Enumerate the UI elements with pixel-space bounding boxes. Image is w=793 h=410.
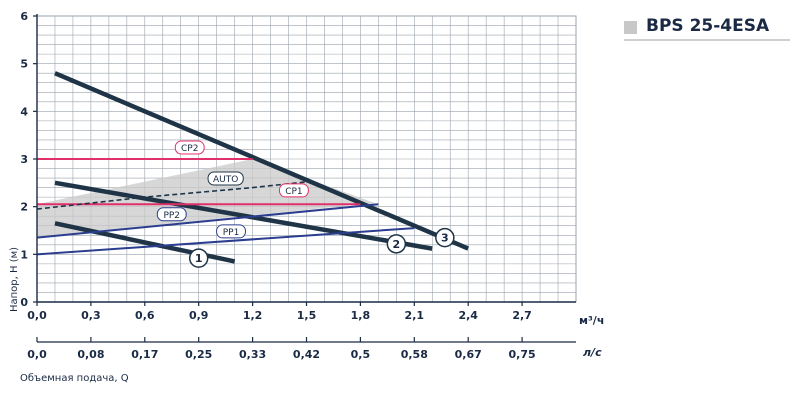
x2-tick-label: 0,75 bbox=[509, 348, 536, 361]
series-line-2 bbox=[54, 180, 433, 251]
model-title: BPS 25-4ESA bbox=[646, 16, 770, 36]
series-label-cp1: CP1 bbox=[285, 187, 302, 197]
x-tick-label: 0,6 bbox=[135, 309, 155, 322]
series-tag-cp2 bbox=[174, 140, 205, 155]
x-tick-label: 0,9 bbox=[189, 309, 209, 322]
series-line-pp1 bbox=[36, 227, 415, 256]
y-tick-label: 2 bbox=[20, 201, 28, 214]
y-axis-label: Напор, H (м) bbox=[9, 247, 20, 312]
series-label-pp2: PP2 bbox=[163, 211, 180, 221]
x-tick-label: 1,2 bbox=[243, 309, 263, 322]
x2-tick-label: 0,08 bbox=[77, 348, 104, 361]
model-underline bbox=[624, 39, 790, 41]
x2-tick-label: 0,0 bbox=[27, 348, 47, 361]
x2-tick-label: 0,58 bbox=[401, 348, 428, 361]
y-tick-label: 4 bbox=[20, 105, 28, 118]
series-badge-2 bbox=[386, 234, 407, 254]
x2-tick-label: 0,25 bbox=[185, 348, 212, 361]
series-tag-pp2 bbox=[156, 207, 187, 222]
y-tick-label: 3 bbox=[20, 153, 28, 166]
x-tick-label: 0,0 bbox=[27, 309, 47, 322]
axes: 0 1 2 3 4 5 6 0,0 0,3 0,6 0,9 1,2 1,5 1,8 2,1 2,4 2,7 0,0… bbox=[20, 10, 576, 361]
x2-tick-label: 0,17 bbox=[131, 348, 158, 361]
y-tick-label: 0 bbox=[20, 296, 28, 309]
operating-region-fill bbox=[37, 159, 379, 238]
series-lines bbox=[36, 71, 470, 264]
series-line-pp2 bbox=[36, 203, 379, 239]
x2-tick-label: 0,67 bbox=[455, 348, 482, 361]
x-tick-label: 2,7 bbox=[512, 309, 532, 322]
x-tick-label: 2,4 bbox=[458, 309, 478, 322]
operating-region bbox=[37, 159, 379, 238]
series-tag-pp1 bbox=[216, 224, 246, 239]
x-tick-label: 1,8 bbox=[351, 309, 371, 322]
series-badge-1 bbox=[188, 248, 209, 268]
y-tick-label: 1 bbox=[20, 248, 28, 261]
series-label-auto: AUTO bbox=[213, 175, 238, 185]
series-label-2: 2 bbox=[393, 238, 401, 251]
y-tick-label: 5 bbox=[20, 58, 28, 71]
model-header: BPS 25-4ESA bbox=[624, 15, 790, 41]
x2-tick-label: 0,33 bbox=[239, 348, 266, 361]
series-line-auto bbox=[36, 181, 307, 210]
x-tick-label: 0,3 bbox=[81, 309, 101, 322]
x-tick-label: 2,1 bbox=[405, 309, 425, 322]
series-tag-auto bbox=[207, 171, 244, 186]
x-tick-label: 1,5 bbox=[297, 309, 317, 322]
x2-unit-label: л/с bbox=[583, 346, 602, 359]
series-label-1: 1 bbox=[195, 252, 203, 265]
x-axis-label: Объемная подача, Q bbox=[20, 373, 129, 384]
x2-tick-label: 0,42 bbox=[293, 348, 320, 361]
series-line-3 bbox=[54, 71, 470, 251]
series-badge-3 bbox=[435, 227, 455, 248]
y-tick-label: 6 bbox=[20, 10, 28, 23]
model-swatch bbox=[624, 21, 637, 34]
x-unit-label: м³/ч bbox=[579, 314, 604, 327]
series-tag-cp1 bbox=[278, 183, 309, 198]
series-label-3: 3 bbox=[441, 232, 449, 245]
series-labels: 1 2 3 PP1 PP2 CP1 CP2 AUTO bbox=[156, 140, 455, 268]
series-label-pp1: PP1 bbox=[223, 228, 240, 238]
x2-tick-label: 0,5 bbox=[351, 348, 371, 361]
series-label-cp2: CP2 bbox=[181, 144, 198, 154]
